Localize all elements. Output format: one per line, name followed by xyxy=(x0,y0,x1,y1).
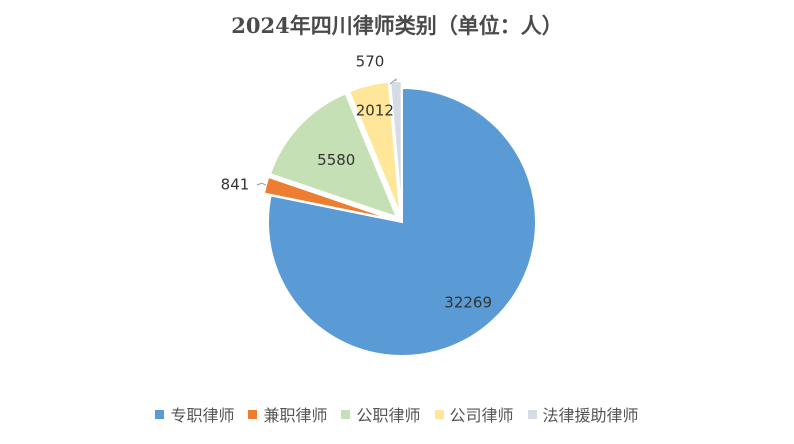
chart-title: 2024年四川律师类别（单位：人） xyxy=(231,13,563,38)
legend-label: 专职律师 xyxy=(170,406,235,425)
legend-label: 兼职律师 xyxy=(263,406,328,425)
legend-label: 法律援助律师 xyxy=(542,406,639,425)
leader-lines xyxy=(256,78,397,186)
legend-item: 法律援助律师 xyxy=(527,402,639,426)
pie-slice xyxy=(268,92,399,219)
legend-swatch xyxy=(341,409,351,419)
data-labels: 32269 841 5580 2012 570 xyxy=(221,53,492,312)
legend-label: 公职律师 xyxy=(356,406,421,425)
legend-item: 公司律师 xyxy=(434,402,514,426)
legend: 专职律师 兼职律师 公职律师 公司律师 法律援助律师 xyxy=(0,402,794,426)
legend-swatch xyxy=(527,409,537,419)
legend-label: 公司律师 xyxy=(449,406,514,425)
legend-item: 兼职律师 xyxy=(248,402,327,426)
legend-swatch xyxy=(248,409,258,419)
legend-item: 专职律师 xyxy=(155,402,234,426)
legend-swatch xyxy=(434,409,444,419)
data-label: 32269 xyxy=(444,293,492,311)
pie-slices xyxy=(262,80,537,357)
data-label: 2012 xyxy=(356,102,394,120)
pie-slice xyxy=(347,80,402,216)
pie-slice xyxy=(267,86,537,357)
legend-swatch xyxy=(155,409,165,419)
data-label: 5580 xyxy=(317,151,355,169)
data-label: 570 xyxy=(356,53,385,71)
leader-line xyxy=(256,182,267,186)
data-label: 841 xyxy=(221,176,250,194)
pie-slice xyxy=(262,175,396,222)
legend-item: 公职律师 xyxy=(341,402,421,426)
pie-slice xyxy=(389,80,403,216)
leader-line xyxy=(389,78,397,85)
